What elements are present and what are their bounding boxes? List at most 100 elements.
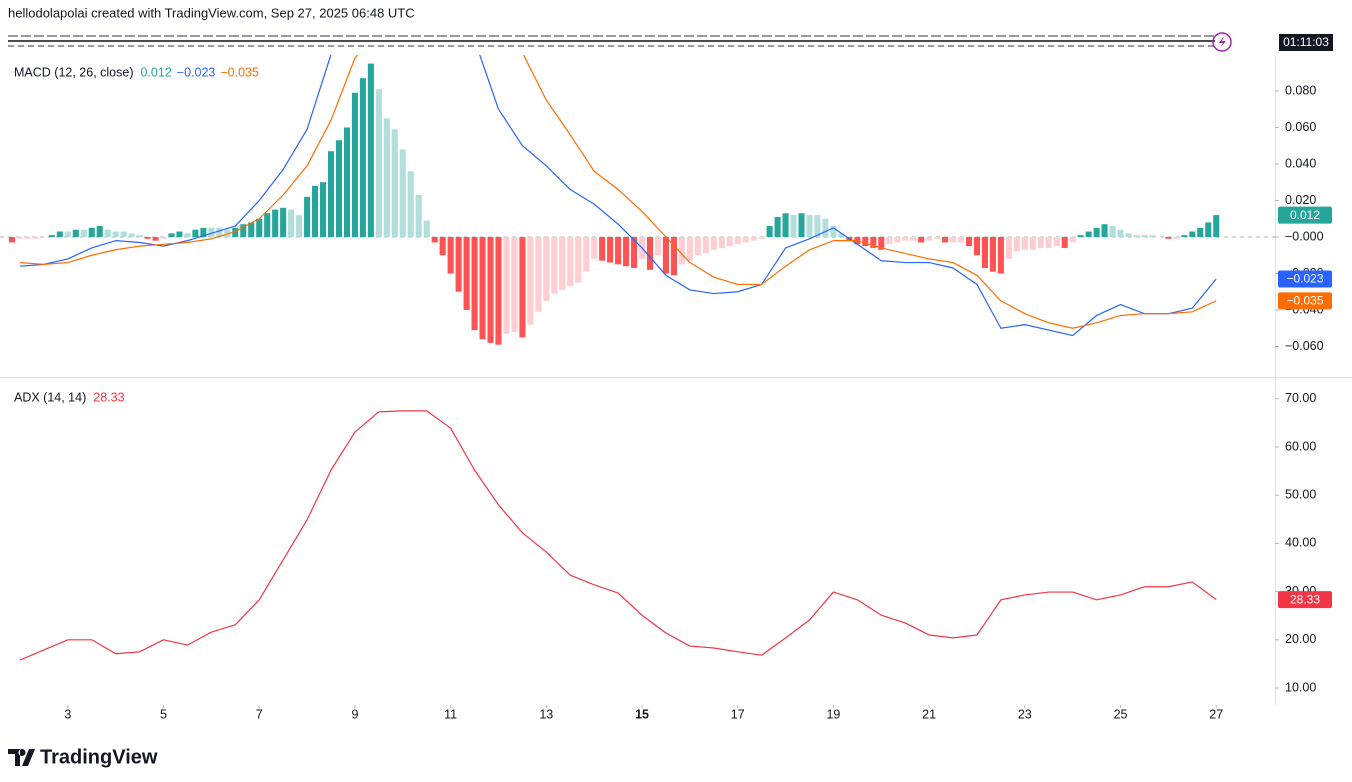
histogram-bar <box>248 222 255 237</box>
histogram-bar <box>1093 227 1100 237</box>
histogram-bar <box>686 236 693 261</box>
histogram-bar <box>981 236 988 269</box>
histogram-bar <box>646 236 654 270</box>
indicator-title: ADX (14, 14) <box>14 390 86 404</box>
histogram-bar <box>878 236 885 250</box>
histogram-bar <box>726 236 733 247</box>
histogram-bar <box>407 171 414 237</box>
histogram-bar <box>264 213 271 237</box>
histogram-bar <box>319 182 327 237</box>
histogram-bar <box>184 233 191 237</box>
histogram-bar <box>758 236 765 239</box>
histogram-bar <box>359 78 366 237</box>
y-tick-label: 0.060 <box>1285 120 1316 134</box>
plot-area <box>8 55 1220 345</box>
histogram-bar <box>160 236 167 239</box>
legend-value: 0.012 <box>140 65 171 79</box>
histogram-bar <box>910 236 917 241</box>
histogram-bar <box>1117 229 1124 237</box>
symbol-line-decoration <box>8 32 1232 52</box>
x-tick-label: 19 <box>826 707 840 721</box>
y-tick-label: 0.040 <box>1285 156 1316 170</box>
histogram-bar <box>64 231 71 237</box>
histogram-bar <box>822 218 829 237</box>
histogram-bar <box>662 236 669 274</box>
y-tick-label: 70.00 <box>1285 391 1316 405</box>
histogram-bar <box>543 236 550 301</box>
histogram-bar <box>1205 222 1212 237</box>
histogram-bar <box>798 213 805 237</box>
histogram-bar <box>1005 236 1012 259</box>
clock-box <box>1279 34 1333 51</box>
price-tag <box>1278 206 1332 224</box>
y-tick-label: 20.00 <box>1285 632 1316 646</box>
histogram-bar <box>32 236 39 239</box>
histogram-bar <box>232 227 239 237</box>
y-tick-label: 50.00 <box>1285 487 1316 501</box>
histogram-bar <box>447 236 454 274</box>
indicator-line <box>19 55 1217 337</box>
histogram-bar <box>830 226 837 237</box>
histogram-bar <box>415 195 422 237</box>
histogram-bar <box>48 235 55 237</box>
histogram-bar <box>1053 236 1060 247</box>
histogram-bar <box>678 236 685 265</box>
histogram-bar <box>694 236 701 256</box>
histogram-bar <box>535 236 542 312</box>
histogram-bar <box>1133 235 1140 237</box>
price-tag-label: 28.33 <box>1290 592 1320 606</box>
histogram-bar <box>80 229 87 237</box>
histogram-bar <box>567 236 574 287</box>
histogram-bar <box>1045 236 1052 248</box>
histogram-bar <box>423 220 430 237</box>
indicator-line <box>19 410 1217 661</box>
y-tick-label: −0.000 <box>1285 229 1324 243</box>
histogram-bar <box>104 229 111 237</box>
x-tick-label: 3 <box>64 707 71 721</box>
histogram-bar <box>1189 231 1196 237</box>
histogram-bar <box>926 236 933 241</box>
histogram-bar <box>894 236 901 243</box>
histogram-bar <box>702 236 709 254</box>
legend-value: −0.035 <box>220 65 259 79</box>
header-text: hellodolapolai created with TradingView.… <box>8 5 415 20</box>
histogram-bar <box>575 236 582 283</box>
histogram-bar <box>1173 236 1180 239</box>
histogram-bar <box>599 236 606 261</box>
x-tick-label: 7 <box>256 707 263 721</box>
histogram-bar <box>503 236 510 334</box>
histogram-bar <box>1141 235 1148 237</box>
histogram-bar <box>1085 231 1092 237</box>
histogram-bar <box>88 227 95 237</box>
price-tag-label: 0.012 <box>1290 208 1320 222</box>
histogram-bar <box>742 236 749 243</box>
histogram-bar <box>814 215 821 237</box>
clock: 01:11:03 <box>1283 35 1329 49</box>
histogram-bar <box>559 236 566 290</box>
histogram-bar <box>144 236 151 239</box>
histogram-bar <box>455 236 462 292</box>
histogram-bar <box>973 236 981 256</box>
price-tag-label: −0.023 <box>1286 272 1323 286</box>
histogram-bar <box>136 235 143 237</box>
x-tick-label: 15 <box>635 707 649 721</box>
histogram-bar <box>192 229 199 237</box>
histogram-bar <box>256 218 263 237</box>
legend-value: −0.023 <box>177 65 216 79</box>
histogram-bar <box>96 226 103 237</box>
histogram-bar <box>120 231 127 237</box>
histogram-bar <box>1181 235 1188 237</box>
histogram-bar <box>367 63 374 237</box>
histogram-bar <box>782 213 789 237</box>
histogram-bar <box>902 236 909 241</box>
price-tag-label: −0.035 <box>1286 294 1323 308</box>
legend-value: 28.33 <box>93 390 124 404</box>
histogram-bar <box>168 233 175 237</box>
indicator-line <box>19 55 1217 329</box>
x-tick-label: 23 <box>1018 707 1032 721</box>
histogram-bar <box>1125 233 1132 237</box>
histogram-bar <box>304 196 311 237</box>
histogram-bar <box>471 236 478 331</box>
histogram-bar <box>280 207 287 237</box>
